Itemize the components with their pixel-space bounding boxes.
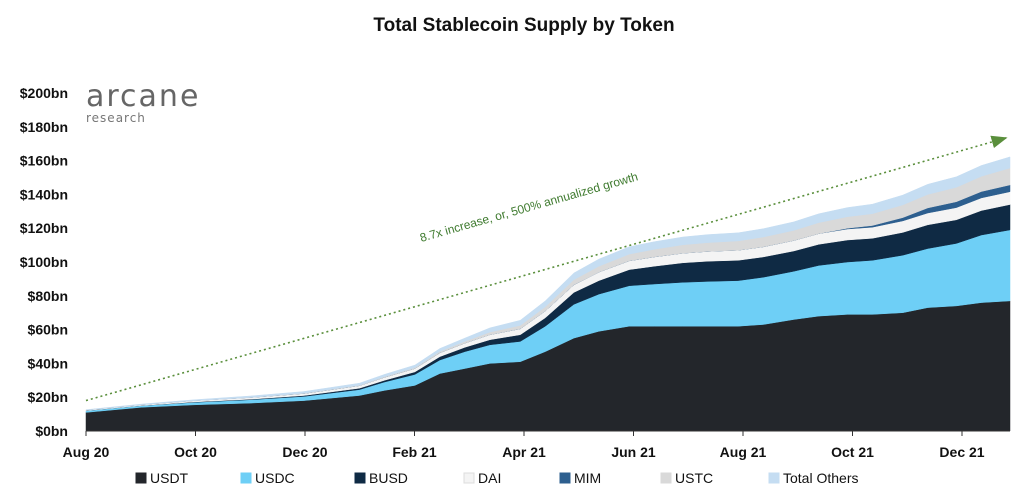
y-tick-label: $140bn <box>20 186 68 202</box>
legend-swatch <box>463 472 475 484</box>
y-tick-label: $120bn <box>20 220 68 236</box>
legend-label: USDC <box>255 470 295 486</box>
legend-item-ustc: USTC <box>660 470 713 486</box>
legend-swatch <box>660 472 672 484</box>
legend-swatch <box>354 472 366 484</box>
legend-label: Total Others <box>783 470 858 486</box>
arcane-logo: arcane research <box>86 79 200 125</box>
legend-item-usdt: USDT <box>135 470 189 486</box>
legend-item-total-others: Total Others <box>768 470 858 486</box>
legend-item-dai: DAI <box>463 470 501 486</box>
y-axis: $0bn $20bn $40bn $60bn $80bn $100bn $120bn $140… <box>20 85 68 439</box>
legend-swatch <box>135 472 147 484</box>
x-tick-label: Oct 21 <box>831 444 874 460</box>
x-tick-label: Aug 21 <box>720 444 767 460</box>
x-tick-label: Apr 21 <box>502 444 546 460</box>
legend-label: USTC <box>675 470 713 486</box>
logo-subtext: research <box>86 111 146 125</box>
series-areas <box>85 156 1011 432</box>
y-tick-label: $180bn <box>20 119 68 135</box>
y-tick-label: $20bn <box>28 389 68 405</box>
legend: USDT USDC BUSD DAI MIM USTC Total Others <box>135 470 858 486</box>
area-total-others <box>85 156 1011 411</box>
y-tick-label: $100bn <box>20 254 68 270</box>
legend-item-usdc: USDC <box>240 470 295 486</box>
x-tick-label: Dec 20 <box>282 444 327 460</box>
y-tick-label: $80bn <box>28 288 68 304</box>
legend-label: USDT <box>150 470 189 486</box>
x-tick-label: Jun 21 <box>611 444 656 460</box>
chart-title: Total Stablecoin Supply by Token <box>373 15 674 36</box>
legend-item-mim: MIM <box>559 470 601 486</box>
legend-label: BUSD <box>369 470 408 486</box>
x-tick-label: Feb 21 <box>392 444 437 460</box>
logo-text: arcane <box>86 79 200 114</box>
x-tick-label: Oct 20 <box>174 444 217 460</box>
y-tick-label: $40bn <box>28 355 68 371</box>
y-tick-label: $160bn <box>20 153 68 169</box>
legend-label: DAI <box>478 470 501 486</box>
x-axis: Aug 20 Oct 20 Dec 20 Feb 21 Apr 21 Jun 21 Aug … <box>63 430 1010 460</box>
legend-swatch <box>768 472 780 484</box>
legend-swatch <box>559 472 571 484</box>
x-tick-label: Dec 21 <box>939 444 984 460</box>
y-tick-label: $60bn <box>28 322 68 338</box>
legend-swatch <box>240 472 252 484</box>
y-tick-label: $200bn <box>20 85 68 101</box>
x-tick-label: Aug 20 <box>63 444 110 460</box>
y-tick-label: $0bn <box>35 423 68 439</box>
legend-item-busd: BUSD <box>354 470 408 486</box>
growth-annotation-label: 8.7x increase, or, 500% annualized growt… <box>418 169 639 244</box>
legend-label: MIM <box>574 470 601 486</box>
